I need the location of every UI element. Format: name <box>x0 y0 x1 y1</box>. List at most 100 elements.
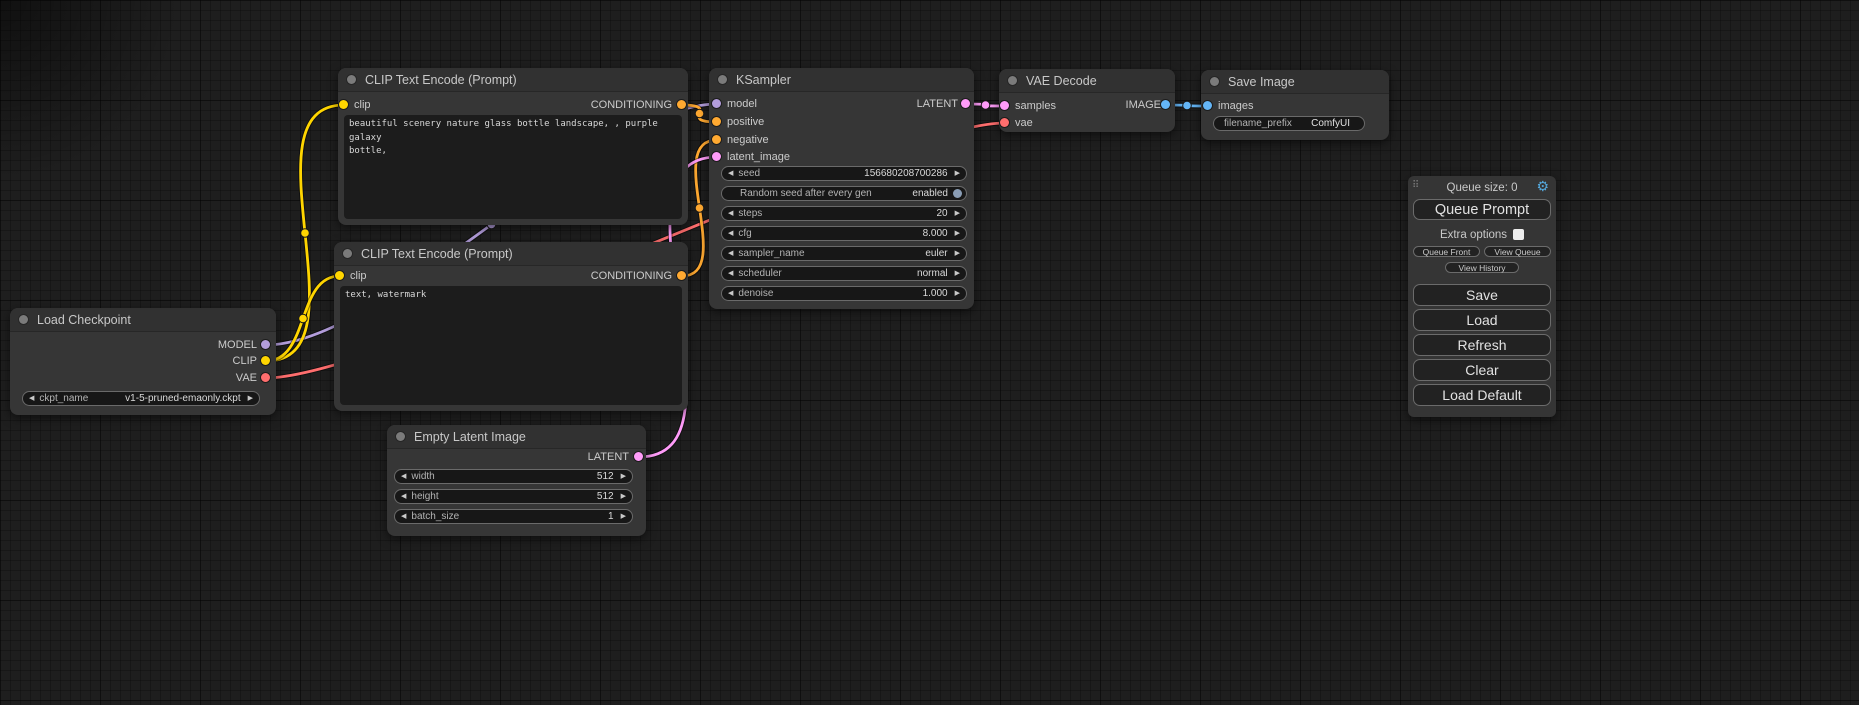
node-ksampler[interactable]: KSampler model positive negative latent_… <box>709 68 974 309</box>
widget-label: steps <box>738 208 763 219</box>
node-clip-text-encode-positive[interactable]: CLIP Text Encode (Prompt) clip CONDITION… <box>338 68 688 225</box>
node-vae-decode[interactable]: VAE Decode samples vae IMAGE <box>999 69 1175 132</box>
cfg-widget[interactable]: ◀ cfg 8.000 ▶ <box>721 226 967 241</box>
node-save-image[interactable]: Save Image images filename_prefix ComfyU… <box>1201 70 1389 140</box>
collapse-dot-icon[interactable] <box>19 315 28 324</box>
scheduler-widget[interactable]: ◀ scheduler normal ▶ <box>721 266 967 281</box>
queue-front-button[interactable]: Queue Front <box>1413 246 1480 257</box>
height-widget[interactable]: ◀ height 512 ▶ <box>394 489 633 504</box>
prev-value-icon[interactable]: ◀ <box>728 290 734 297</box>
input-label-images: images <box>1218 100 1254 112</box>
prev-value-icon[interactable]: ◀ <box>401 493 407 500</box>
queue-panel[interactable]: ⠿ Queue size: 0 ⚙ Queue Prompt Extra opt… <box>1408 176 1556 417</box>
load-default-button[interactable]: Load Default <box>1413 384 1551 406</box>
prev-value-icon[interactable]: ◀ <box>401 473 407 480</box>
next-value-icon[interactable]: ▶ <box>954 210 960 217</box>
collapse-dot-icon[interactable] <box>347 75 356 84</box>
steps-widget[interactable]: ◀ steps 20 ▶ <box>721 206 967 221</box>
node-title-bar[interactable]: CLIP Text Encode (Prompt) <box>338 68 688 92</box>
input-port-negative[interactable] <box>712 135 721 144</box>
seed-widget[interactable]: ◀ seed 156680208700286 ▶ <box>721 166 967 181</box>
output-port-image[interactable] <box>1161 100 1170 109</box>
input-port-vae[interactable] <box>1000 118 1009 127</box>
output-port-latent[interactable] <box>634 452 643 461</box>
save-button[interactable]: Save <box>1413 284 1551 306</box>
refresh-button[interactable]: Refresh <box>1413 334 1551 356</box>
next-value-icon[interactable]: ▶ <box>247 395 253 402</box>
widget-value: normal <box>917 268 948 279</box>
collapse-dot-icon[interactable] <box>343 249 352 258</box>
input-label-clip: clip <box>354 99 371 111</box>
output-port-vae[interactable] <box>261 373 270 382</box>
node-title-bar[interactable]: CLIP Text Encode (Prompt) <box>334 242 688 266</box>
next-value-icon[interactable]: ▶ <box>620 513 626 520</box>
input-port-model[interactable] <box>712 99 721 108</box>
random-seed-toggle[interactable] <box>953 189 962 198</box>
filename-prefix-widget[interactable]: filename_prefix ComfyUI <box>1213 116 1365 131</box>
node-title-bar[interactable]: Empty Latent Image <box>387 425 646 449</box>
prev-value-icon[interactable]: ◀ <box>728 170 734 177</box>
collapse-dot-icon[interactable] <box>718 75 727 84</box>
ckpt-name-widget[interactable]: ◀ ckpt_name v1-5-pruned-emaonly.ckpt ▶ <box>22 391 260 406</box>
load-button[interactable]: Load <box>1413 309 1551 331</box>
prev-value-icon[interactable]: ◀ <box>728 250 734 257</box>
widget-value: 512 <box>596 491 614 502</box>
prev-value-icon[interactable]: ◀ <box>728 270 734 277</box>
width-widget[interactable]: ◀ width 512 ▶ <box>394 469 633 484</box>
prev-value-icon[interactable]: ◀ <box>728 230 734 237</box>
next-value-icon[interactable]: ▶ <box>954 170 960 177</box>
collapse-dot-icon[interactable] <box>1008 76 1017 85</box>
collapse-dot-icon[interactable] <box>396 432 405 441</box>
input-port-images[interactable] <box>1203 101 1212 110</box>
input-port-positive[interactable] <box>712 117 721 126</box>
widget-value: v1-5-pruned-emaonly.ckpt <box>125 393 241 404</box>
next-value-icon[interactable]: ▶ <box>954 290 960 297</box>
output-port-conditioning[interactable] <box>677 100 686 109</box>
node-title-bar[interactable]: VAE Decode <box>999 69 1175 93</box>
random-seed-widget[interactable]: Random seed after every gen enabled <box>721 186 967 201</box>
prev-value-icon[interactable]: ◀ <box>401 513 407 520</box>
input-port-clip[interactable] <box>339 100 348 109</box>
collapse-dot-icon[interactable] <box>1210 77 1219 86</box>
denoise-widget[interactable]: ◀ denoise 1.000 ▶ <box>721 286 967 301</box>
wire-samples-midpoint-dot <box>980 100 991 110</box>
view-history-button[interactable]: View History <box>1445 262 1519 273</box>
prompt-text-input[interactable]: beautiful scenery nature glass bottle la… <box>344 115 682 219</box>
widget-value: 156680208700286 <box>864 168 948 179</box>
output-port-conditioning[interactable] <box>677 271 686 280</box>
next-value-icon[interactable]: ▶ <box>954 270 960 277</box>
drag-handle-icon[interactable]: ⠿ <box>1412 180 1420 191</box>
node-load-checkpoint[interactable]: Load Checkpoint MODEL CLIP VAE ◀ ckpt_na… <box>10 308 276 415</box>
widget-label: scheduler <box>738 268 782 279</box>
next-value-icon[interactable]: ▶ <box>620 473 626 480</box>
sampler-name-widget[interactable]: ◀ sampler_name euler ▶ <box>721 246 967 261</box>
next-value-icon[interactable]: ▶ <box>954 250 960 257</box>
view-queue-button[interactable]: View Queue <box>1484 246 1551 257</box>
widget-label: denoise <box>738 288 774 299</box>
node-title-bar[interactable]: KSampler <box>709 68 974 92</box>
output-port-latent[interactable] <box>961 99 970 108</box>
input-port-samples[interactable] <box>1000 101 1009 110</box>
node-clip-text-encode-negative[interactable]: CLIP Text Encode (Prompt) clip CONDITION… <box>334 242 688 411</box>
extra-options-checkbox[interactable] <box>1513 229 1525 240</box>
output-port-clip[interactable] <box>261 356 270 365</box>
queue-prompt-button[interactable]: Queue Prompt <box>1413 199 1551 220</box>
settings-gear-icon[interactable]: ⚙ <box>1536 178 1549 194</box>
node-title-bar[interactable]: Save Image <box>1201 70 1389 94</box>
batch-size-widget[interactable]: ◀ batch_size 1 ▶ <box>394 509 633 524</box>
input-port-latent-image[interactable] <box>712 152 721 161</box>
widget-label: sampler_name <box>738 248 805 259</box>
input-label-positive: positive <box>727 116 765 128</box>
prev-value-icon[interactable]: ◀ <box>728 210 734 217</box>
node-title-bar[interactable]: Load Checkpoint <box>10 308 276 332</box>
prompt-text-input[interactable]: text, watermark <box>340 286 682 405</box>
clear-button[interactable]: Clear <box>1413 359 1551 381</box>
node-empty-latent-image[interactable]: Empty Latent Image LATENT ◀ width 512 ▶ … <box>387 425 646 536</box>
next-value-icon[interactable]: ▶ <box>954 230 960 237</box>
next-value-icon[interactable]: ▶ <box>620 493 626 500</box>
node-title: Save Image <box>1228 74 1295 89</box>
prev-value-icon[interactable]: ◀ <box>29 395 35 402</box>
output-port-model[interactable] <box>261 340 270 349</box>
input-port-clip[interactable] <box>335 271 344 280</box>
